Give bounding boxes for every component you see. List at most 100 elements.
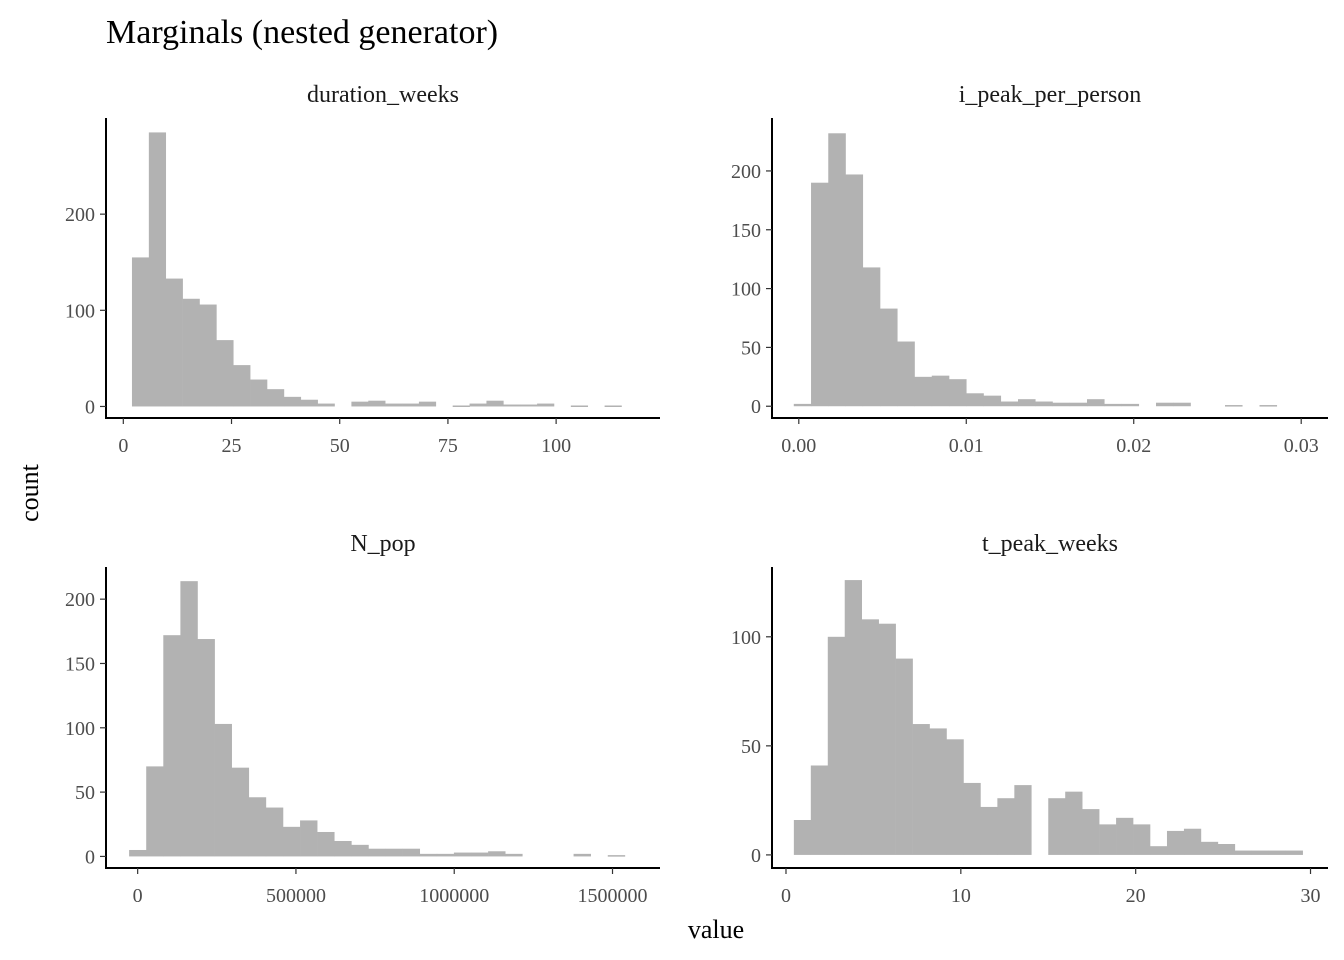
- y-tick-label: 100: [731, 627, 761, 649]
- y-tick-label: 150: [731, 220, 761, 242]
- panel-title: t_peak_weeks: [982, 531, 1118, 557]
- x-tick-label: 1500000: [578, 885, 648, 907]
- x-tick-label: 10: [951, 885, 971, 907]
- y-tick-label: 0: [751, 396, 761, 418]
- histogram-bar: [573, 853, 591, 857]
- histogram-bar: [317, 403, 335, 407]
- panel-t-peak-weeks: t_peak_weeks 0 10 20 30 0 50 100: [731, 531, 1328, 907]
- histogram-bar: [878, 623, 896, 855]
- x-axis-title: value: [688, 915, 744, 944]
- histogram-bar: [946, 739, 964, 855]
- histogram-bar: [471, 852, 489, 857]
- histogram-bar: [165, 278, 183, 407]
- histogram-bar: [216, 340, 234, 407]
- y-tick-label: 50: [741, 337, 761, 359]
- histogram-bar: [1000, 401, 1019, 407]
- histogram-bar: [914, 376, 933, 407]
- x-tick-label: 0: [133, 885, 143, 907]
- panel-n-pop: N_pop 0 500000 1000000 1500000 0 50 100 150 200: [65, 531, 660, 907]
- histogram-bar: [248, 797, 267, 857]
- histogram-bar: [1087, 399, 1105, 407]
- histogram-bar: [488, 851, 506, 857]
- histogram-bar: [300, 820, 318, 857]
- x-tick-label: 20: [1126, 885, 1146, 907]
- histogram-bar: [931, 375, 950, 407]
- histogram-bar: [453, 852, 472, 857]
- histogram-bar: [1014, 785, 1032, 855]
- x-tick-label: 1000000: [419, 885, 489, 907]
- histogram-bar: [368, 848, 386, 857]
- histogram-bar: [844, 580, 862, 855]
- histogram-bar: [862, 267, 881, 407]
- histogram-bar: [129, 849, 147, 857]
- histogram-bar: [282, 826, 301, 857]
- histogram-bar: [1173, 402, 1191, 407]
- histogram-bar: [1285, 850, 1303, 855]
- histogram-bar: [131, 257, 150, 407]
- histogram-bar: [1052, 402, 1071, 407]
- histogram-bar: [1133, 824, 1151, 855]
- histogram-bar: [199, 304, 217, 407]
- histogram-bar: [1225, 405, 1243, 407]
- y-tick-label: 0: [85, 846, 95, 868]
- y-tick-label: 200: [65, 589, 95, 611]
- panel-title: duration_weeks: [307, 82, 459, 108]
- histogram-bar: [385, 403, 403, 407]
- y-tick-label: 100: [65, 718, 95, 740]
- histogram-bar: [283, 396, 302, 407]
- histogram-bar: [1099, 824, 1117, 855]
- y-tick-label: 150: [65, 653, 95, 675]
- x-tick-label: 0: [118, 435, 128, 457]
- histogram-bar: [146, 766, 164, 857]
- histogram-bar: [1069, 402, 1088, 407]
- y-tick-label: 0: [85, 396, 95, 418]
- histogram-bar: [607, 855, 626, 857]
- panel-title: N_pop: [350, 531, 415, 557]
- histogram-bar: [486, 400, 504, 407]
- histogram-bar: [810, 765, 829, 855]
- histogram-bar: [537, 403, 555, 407]
- histogram-bar: [418, 401, 437, 407]
- panel-title: i_peak_per_person: [959, 82, 1142, 108]
- histogram-bar: [880, 308, 898, 407]
- histogram-bar: [419, 853, 438, 857]
- histogram-bar: [828, 133, 846, 407]
- histogram-bar: [402, 403, 420, 407]
- histogram-bar: [1018, 399, 1036, 407]
- x-tick-label: 25: [222, 435, 242, 457]
- y-tick-label: 100: [731, 279, 761, 301]
- histogram-bar: [250, 379, 268, 407]
- histogram-bar: [1156, 402, 1174, 407]
- y-tick-label: 200: [65, 204, 95, 226]
- histogram-bar: [604, 405, 622, 407]
- histogram-bar: [368, 400, 386, 407]
- histogram-bar: [231, 767, 250, 857]
- histogram-bar: [1251, 850, 1270, 855]
- histogram-bar: [1217, 844, 1236, 855]
- histogram-bar: [317, 831, 335, 857]
- histogram-bar: [1082, 809, 1100, 855]
- histogram-bar: [180, 581, 198, 857]
- histogram-bar: [385, 848, 403, 857]
- histogram-bar: [503, 404, 521, 407]
- histogram-bar: [452, 405, 470, 407]
- histogram-bar: [505, 853, 523, 857]
- x-tick-label: 0: [781, 885, 791, 907]
- histogram-bar: [197, 639, 215, 857]
- y-tick-label: 100: [65, 300, 95, 322]
- histogram-bar: [1268, 850, 1286, 855]
- x-tick-label: 100: [541, 435, 571, 457]
- x-tick-label: 0.03: [1284, 435, 1319, 457]
- histogram-bar: [997, 798, 1015, 855]
- histogram-bar: [163, 635, 181, 857]
- histogram-bar: [1048, 798, 1066, 855]
- histogram-bar: [334, 840, 352, 857]
- histogram-bar: [1116, 817, 1134, 855]
- histogram-bar: [983, 395, 1002, 407]
- histogram-bar: [402, 848, 421, 857]
- y-axis-title: count: [15, 463, 44, 522]
- histogram-bar: [949, 379, 967, 407]
- histogram-bar: [300, 399, 318, 407]
- histogram-bar: [929, 728, 947, 855]
